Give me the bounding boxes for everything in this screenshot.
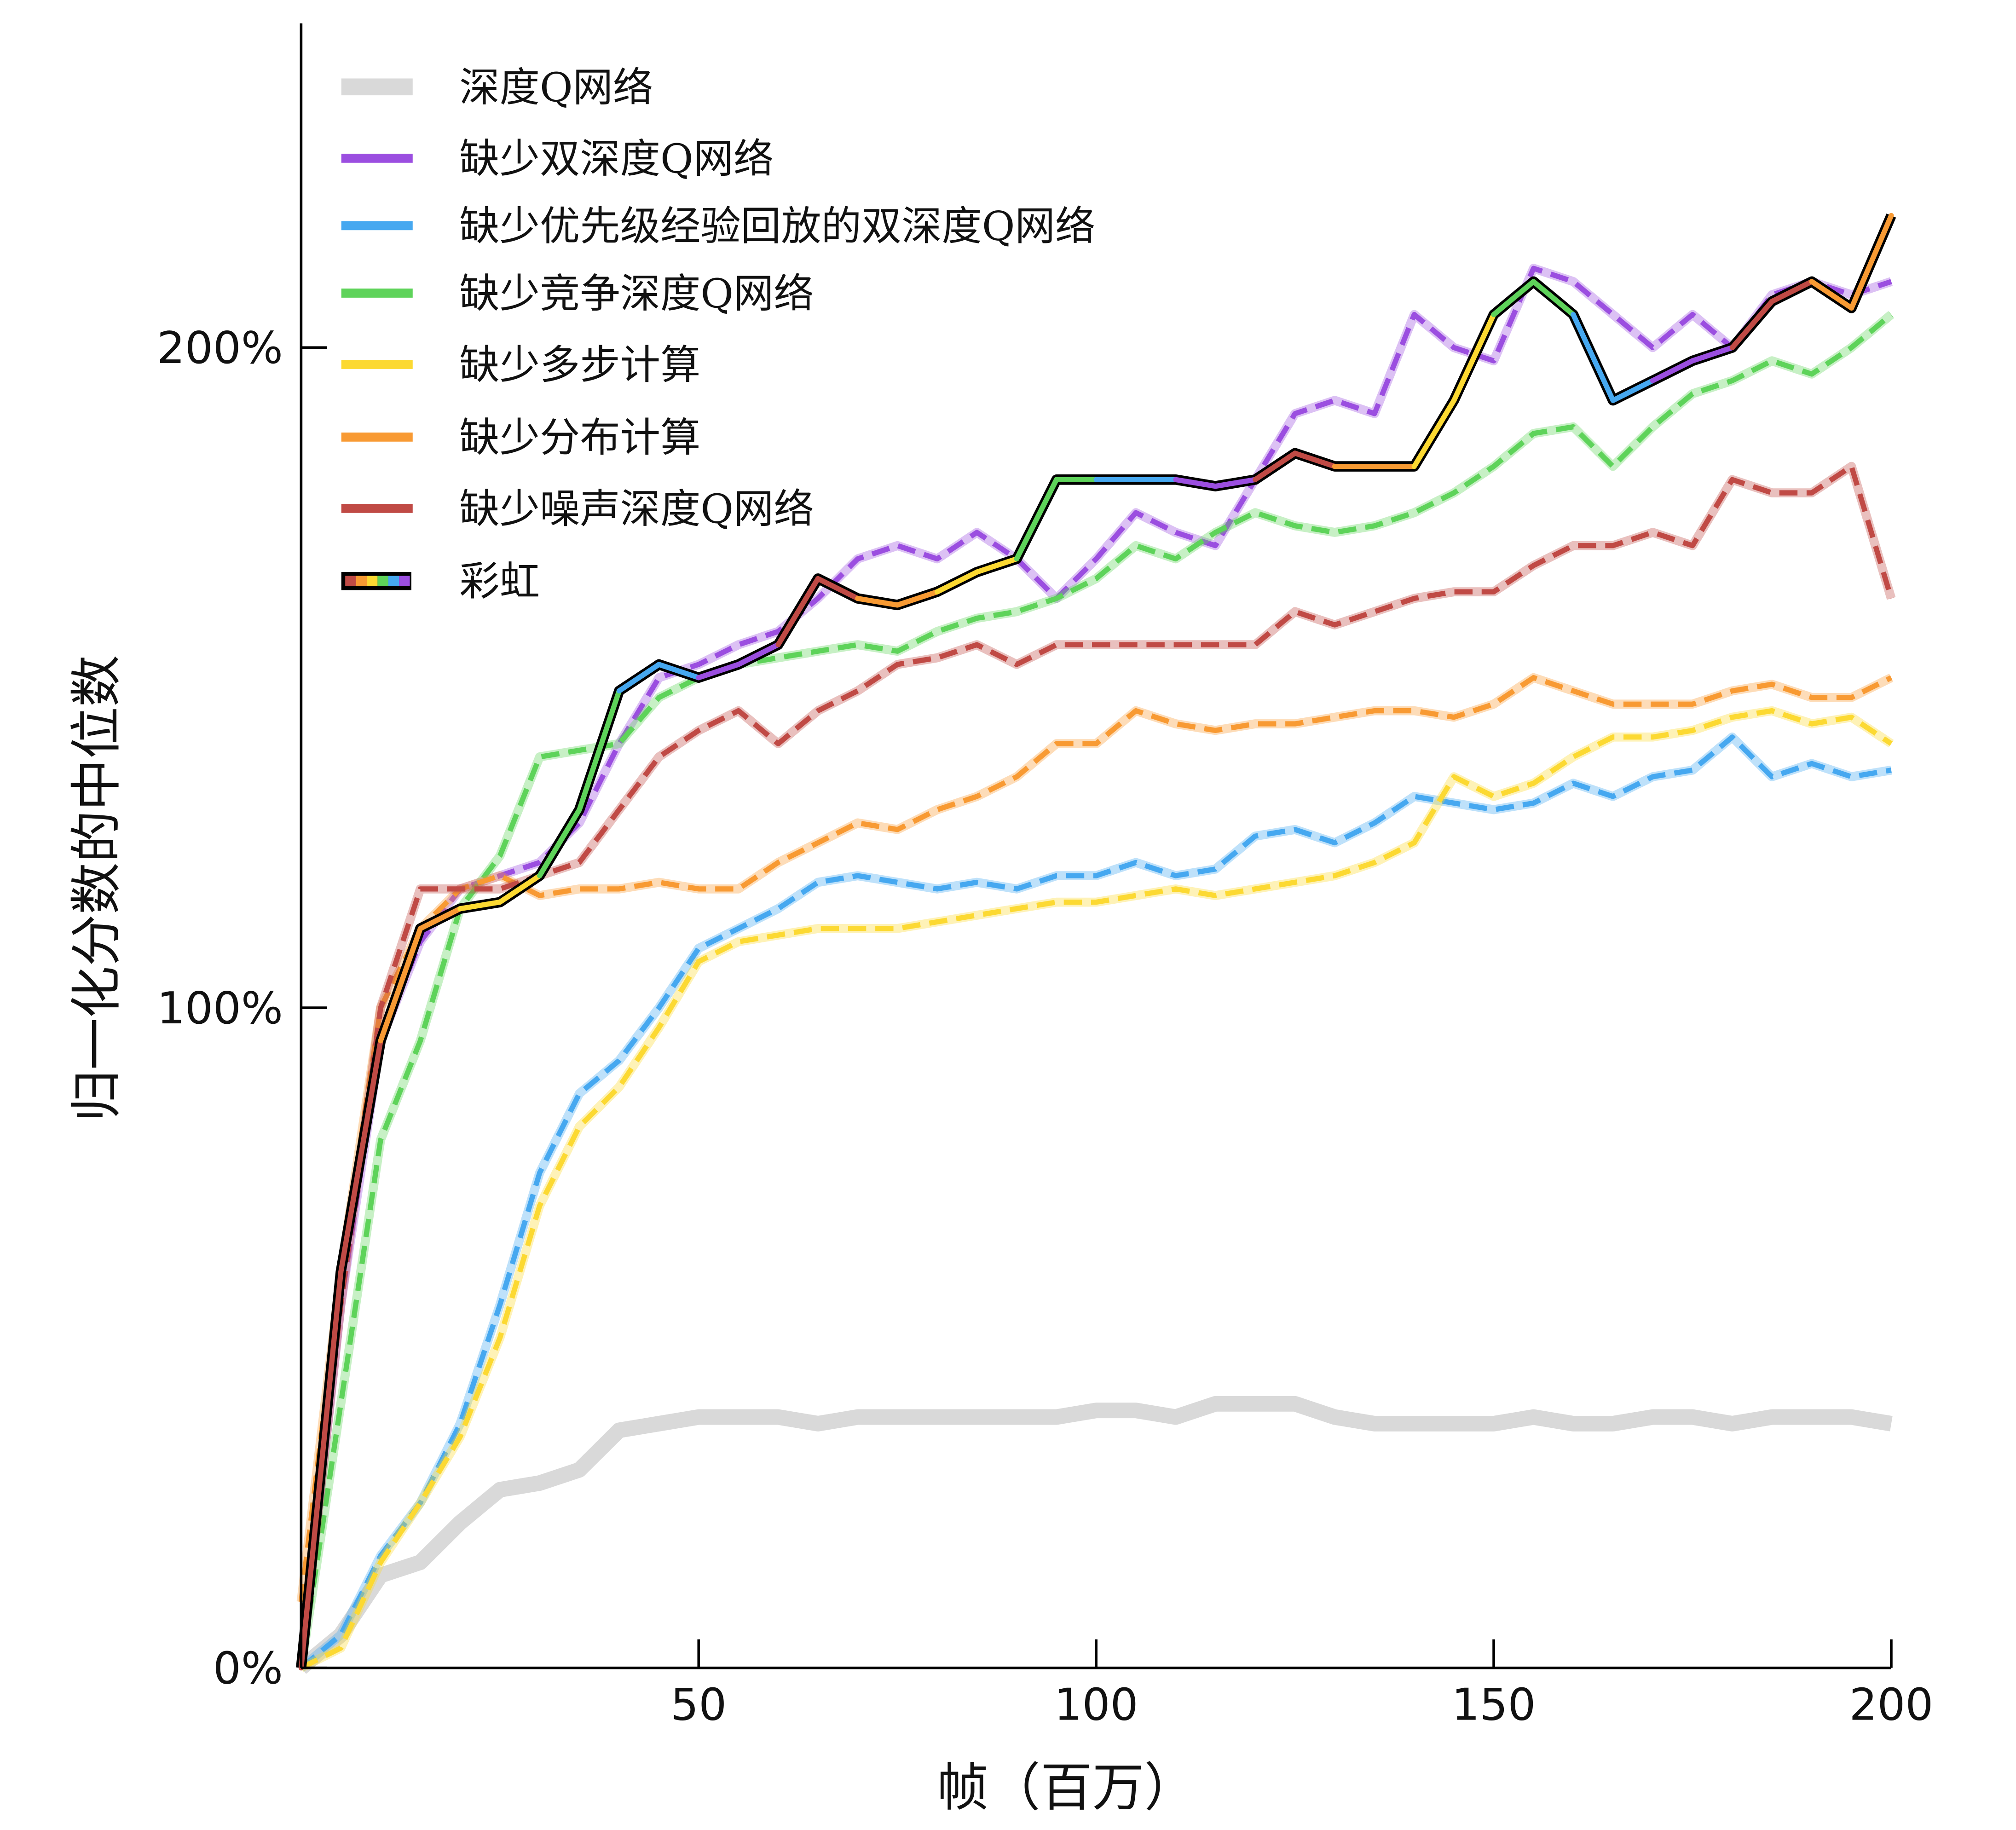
series-line-8-segment <box>656 662 701 681</box>
legend-swatch-band <box>366 576 378 586</box>
plot-area <box>296 213 1896 1674</box>
series-line-8-segment <box>298 1269 344 1671</box>
y-axis-label: 归一化分数的中位数 <box>66 655 127 1122</box>
series-line-8-segment <box>775 576 821 647</box>
series-line-8-segment <box>696 662 741 681</box>
legend-label: 缺少多步计算 <box>459 341 700 388</box>
series-line-8-segment <box>736 642 781 667</box>
legend: 深度Q网络缺少双深度Q网络缺少优先级经验回放的双深度Q网络缺少竞争深度Q网络缺少… <box>341 64 1095 605</box>
series-line-8-segment <box>815 576 861 601</box>
series-line-8-segment <box>855 595 900 608</box>
series-line-8-segment <box>616 662 662 694</box>
series-line-8-segment <box>1213 477 1258 489</box>
x-axis-label: 帧（百万） <box>936 1757 1196 1818</box>
series-line-8-segment <box>974 556 1020 575</box>
series-line-8-segment <box>577 688 622 813</box>
series-line-8-segment <box>1531 279 1576 318</box>
series-line-3 <box>299 734 1892 1670</box>
legend-label: 彩虹 <box>459 558 540 605</box>
series-line-6-shadow <box>296 673 1894 1603</box>
series-line-8-segment <box>895 589 940 608</box>
series-line-8-segment <box>1451 312 1496 403</box>
series-line-8-segment <box>1491 279 1537 318</box>
series-line-8-segment <box>1610 378 1656 403</box>
legend-swatch-band <box>388 576 399 586</box>
series-line-8-segment <box>1729 299 1775 351</box>
legend-swatch-band <box>399 576 410 586</box>
series-line-8-segment <box>378 926 423 1044</box>
series-line-7 <box>298 463 1894 1668</box>
series-line-8-segment <box>1411 398 1457 469</box>
series-line-8-segment <box>1848 213 1894 311</box>
series-line-8-segment <box>934 569 980 595</box>
series-line-8-segment <box>338 1038 383 1275</box>
series-line-1 <box>296 1396 1893 1674</box>
legend-label: 缺少优先级经验回放的双深度Q网络 <box>459 202 1095 249</box>
series-line-6 <box>298 675 1893 1602</box>
legend-swatch-band <box>345 576 356 586</box>
series-line-8-segment <box>1292 450 1338 469</box>
series-line-8-segment <box>417 906 463 931</box>
x-tick-label: 150 <box>1452 1679 1536 1730</box>
series-line-8-segment <box>1253 450 1298 482</box>
series-line-8-segment <box>1571 312 1616 403</box>
series-line-8-segment <box>537 807 582 878</box>
series-line-8-segment <box>1650 358 1695 383</box>
legend-label: 缺少双深度Q网络 <box>459 135 774 182</box>
x-tick-label: 100 <box>1054 1679 1138 1730</box>
legend-label: 深度Q网络 <box>459 64 653 111</box>
series-line-8-segment <box>497 873 543 905</box>
series-line-8-segment <box>1769 279 1814 304</box>
series-line-8-segment <box>457 899 503 912</box>
legend-swatch-band <box>377 576 388 586</box>
series-line-4 <box>298 312 1893 1668</box>
series-line-8-segment <box>1809 279 1854 311</box>
y-tick-label: 100% <box>157 982 283 1034</box>
legend-label: 缺少噪声深度Q网络 <box>459 485 814 532</box>
series-line-5-shadow <box>299 706 1894 1672</box>
legend-label: 缺少竞争深度Q网络 <box>459 270 814 317</box>
y-tick-label: 200% <box>157 322 283 374</box>
legend-swatch-band <box>356 576 367 586</box>
x-tick-label: 200 <box>1849 1679 1933 1730</box>
y-tick-label: 0% <box>213 1643 283 1694</box>
series-line-8-segment <box>1690 345 1735 364</box>
series-line-8-segment <box>1014 477 1059 562</box>
legend-label: 缺少分布计算 <box>459 414 700 461</box>
series-line-5 <box>300 708 1893 1670</box>
x-tick-label: 50 <box>670 1679 727 1730</box>
series-line-8-segment <box>1173 477 1218 489</box>
